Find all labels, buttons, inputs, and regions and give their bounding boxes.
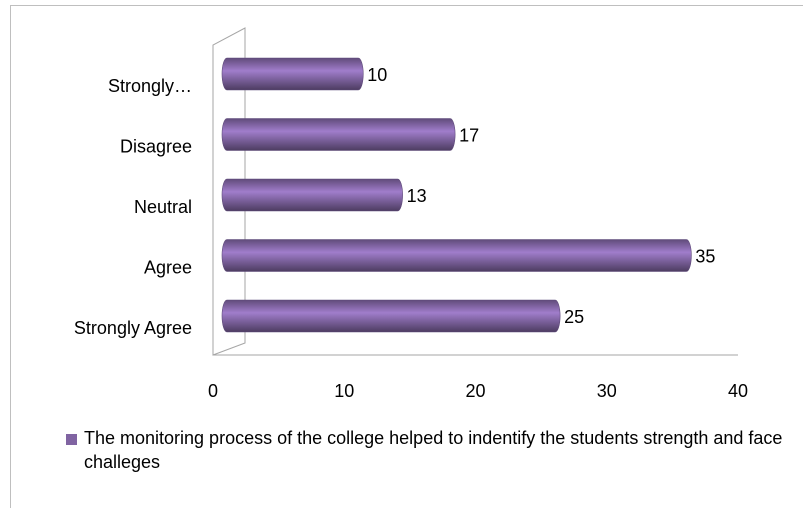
bar <box>221 239 692 272</box>
data-label: 17 <box>459 125 479 145</box>
back-wall <box>212 27 246 356</box>
y-tick-label: Strongly… <box>108 76 192 96</box>
bar <box>221 57 364 91</box>
y-tick-label: Strongly Agree <box>74 318 192 338</box>
x-tick-label: 10 <box>334 381 354 401</box>
y-tick-label: Agree <box>144 257 192 277</box>
bar <box>221 118 456 151</box>
x-tick-label: 0 <box>208 381 218 401</box>
legend-label: The monitoring process of the college he… <box>84 428 783 472</box>
bar <box>221 299 561 333</box>
x-tick-label: 40 <box>728 381 748 401</box>
data-label: 35 <box>695 246 715 266</box>
legend-key <box>66 434 77 445</box>
data-label: 13 <box>407 186 427 206</box>
frame <box>10 5 803 508</box>
y-tick-label: Disagree <box>120 136 192 156</box>
bar <box>221 178 403 212</box>
y-tick-label: Neutral <box>134 197 192 217</box>
data-label: 10 <box>367 65 387 85</box>
x-tick-label: 30 <box>597 381 617 401</box>
data-label: 25 <box>564 307 584 327</box>
x-tick-label: 20 <box>465 381 485 401</box>
